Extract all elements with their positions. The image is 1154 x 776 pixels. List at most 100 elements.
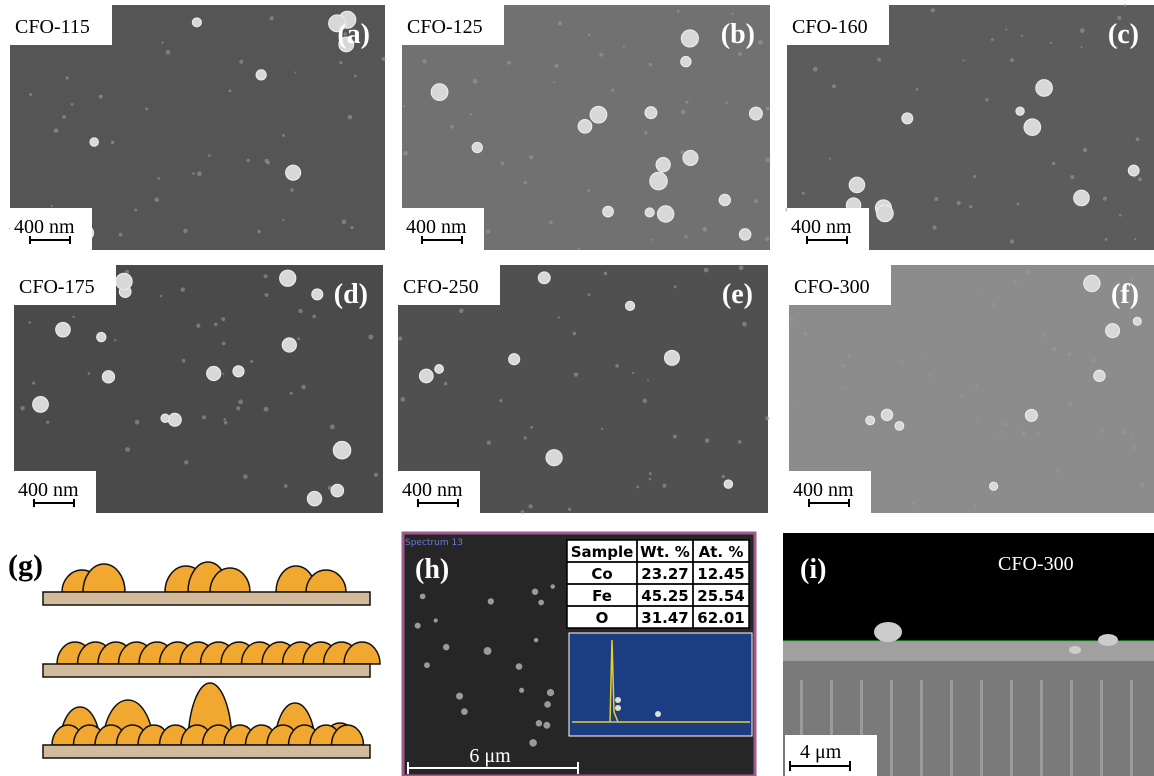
speck: [1119, 214, 1122, 217]
speck: [28, 321, 31, 324]
speck: [507, 61, 511, 65]
table-text: Wt. %: [640, 543, 690, 561]
particle: [877, 205, 894, 222]
particle: [1133, 317, 1141, 325]
speck: [549, 220, 553, 224]
speck: [702, 227, 707, 232]
speck: [1136, 137, 1140, 141]
speck: [350, 226, 353, 229]
particle: [681, 30, 698, 47]
scale-label: 400 nm: [793, 479, 854, 501]
speck: [722, 475, 725, 478]
speck: [793, 403, 795, 405]
panel-letter: (c): [1108, 19, 1139, 50]
peak-marker: [655, 711, 661, 717]
particle: [286, 165, 301, 180]
speck: [900, 361, 903, 364]
speck: [236, 406, 240, 410]
speck: [298, 309, 302, 313]
particle: [256, 70, 266, 80]
particle: [1074, 190, 1090, 206]
panel-letter: (a): [337, 19, 370, 50]
particle: [1025, 409, 1037, 421]
particle: [550, 584, 555, 589]
speck: [1037, 432, 1041, 436]
particle: [424, 662, 430, 668]
speck: [991, 303, 994, 306]
speck: [1132, 446, 1136, 450]
speck: [301, 385, 306, 390]
speck: [208, 154, 211, 157]
speck: [499, 399, 502, 402]
particle: [538, 272, 550, 284]
speck: [1122, 430, 1126, 434]
speck: [1017, 203, 1020, 206]
particle: [484, 647, 492, 655]
speck: [290, 188, 294, 192]
particle: [434, 618, 438, 622]
speck: [1004, 422, 1008, 426]
speck: [644, 131, 648, 135]
speck: [1130, 435, 1132, 437]
speck: [183, 229, 187, 233]
table-text: 12.45: [697, 565, 744, 583]
speck: [553, 81, 555, 83]
speck: [636, 486, 639, 489]
panel-letter: (f): [1111, 279, 1139, 310]
particle: [534, 638, 538, 642]
particle: [207, 366, 221, 380]
speck: [284, 484, 288, 488]
speck: [647, 380, 649, 382]
particle: [656, 157, 670, 171]
particle: [739, 229, 751, 241]
speck: [623, 46, 625, 48]
particle: [645, 208, 654, 217]
speck: [962, 59, 964, 61]
speck: [558, 21, 562, 25]
speck: [932, 225, 936, 229]
speck: [51, 205, 53, 207]
speck: [134, 209, 137, 212]
speck: [877, 58, 881, 62]
speck: [604, 272, 608, 276]
particle: [192, 18, 201, 27]
speck: [1056, 470, 1059, 473]
speck: [470, 113, 472, 115]
particle: [590, 106, 607, 123]
particle: [282, 338, 296, 352]
particle: [233, 366, 244, 377]
particle: [1098, 634, 1118, 646]
particle: [116, 273, 132, 289]
speck: [673, 435, 677, 439]
speck: [578, 247, 580, 249]
speck: [72, 316, 74, 318]
particle: [724, 480, 733, 489]
speck: [54, 128, 59, 133]
speck: [1014, 280, 1017, 283]
speck: [974, 505, 976, 507]
particle: [331, 484, 344, 497]
cleave-line: [890, 680, 893, 776]
speck: [704, 268, 709, 273]
speck: [588, 293, 591, 296]
scale-label: 400 nm: [402, 479, 463, 501]
speck: [601, 428, 603, 430]
table-text: Sample: [571, 543, 634, 561]
speck: [403, 105, 405, 107]
speck: [160, 295, 162, 297]
speck: [558, 316, 560, 318]
speck: [243, 474, 248, 479]
speck: [969, 205, 972, 208]
speck: [1010, 239, 1014, 243]
particle: [1094, 370, 1105, 381]
speck: [297, 337, 300, 340]
speck: [135, 420, 140, 425]
particle: [664, 350, 679, 365]
particle: [472, 142, 482, 152]
sample-label: CFO-300: [794, 276, 870, 298]
speck: [574, 372, 578, 376]
particle: [543, 722, 550, 729]
speck: [229, 89, 232, 92]
speck: [214, 323, 218, 327]
speck: [154, 197, 159, 202]
